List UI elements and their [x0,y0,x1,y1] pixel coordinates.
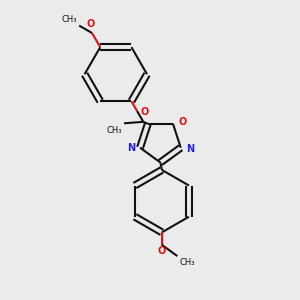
Text: O: O [141,106,149,117]
Text: CH₃: CH₃ [106,126,122,135]
Text: O: O [178,117,186,127]
Text: N: N [127,143,135,153]
Text: O: O [86,20,95,29]
Text: CH₃: CH₃ [180,258,195,267]
Text: N: N [186,144,194,154]
Text: CH₃: CH₃ [61,14,77,23]
Text: O: O [158,246,166,256]
